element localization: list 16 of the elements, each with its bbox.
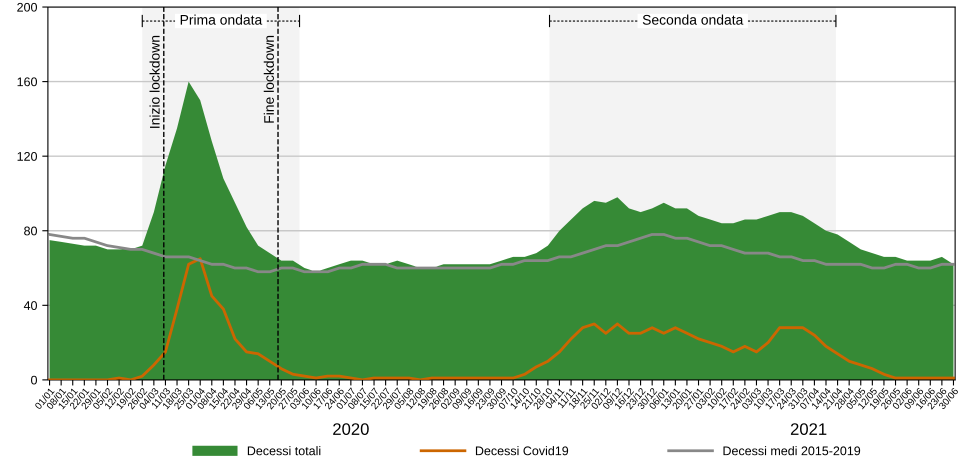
- y-tick-label: 200: [17, 2, 37, 12]
- text: 2021: [790, 423, 826, 436]
- legend-label: Decessi medi 2015-2019: [723, 446, 860, 456]
- y-tick-label: 120: [18, 152, 37, 161]
- y-tick-label: 40: [24, 301, 37, 310]
- legend-label: Decessi totali: [248, 446, 320, 456]
- ref-line-label: Inizio lockdown: [150, 36, 160, 128]
- y-tick-label: 0: [31, 376, 37, 385]
- line-series: [48, 233, 955, 274]
- y-tick-label: 80: [24, 226, 37, 236]
- band-label: Seconda ondata: [642, 14, 744, 25]
- band-label: Prima ondata: [180, 14, 262, 25]
- legend-label: Decessi Covid19: [476, 446, 568, 456]
- ref-line-label: Fine lockdown: [264, 36, 274, 123]
- text: 2020: [333, 423, 369, 436]
- y-tick-label: 160: [18, 77, 37, 86]
